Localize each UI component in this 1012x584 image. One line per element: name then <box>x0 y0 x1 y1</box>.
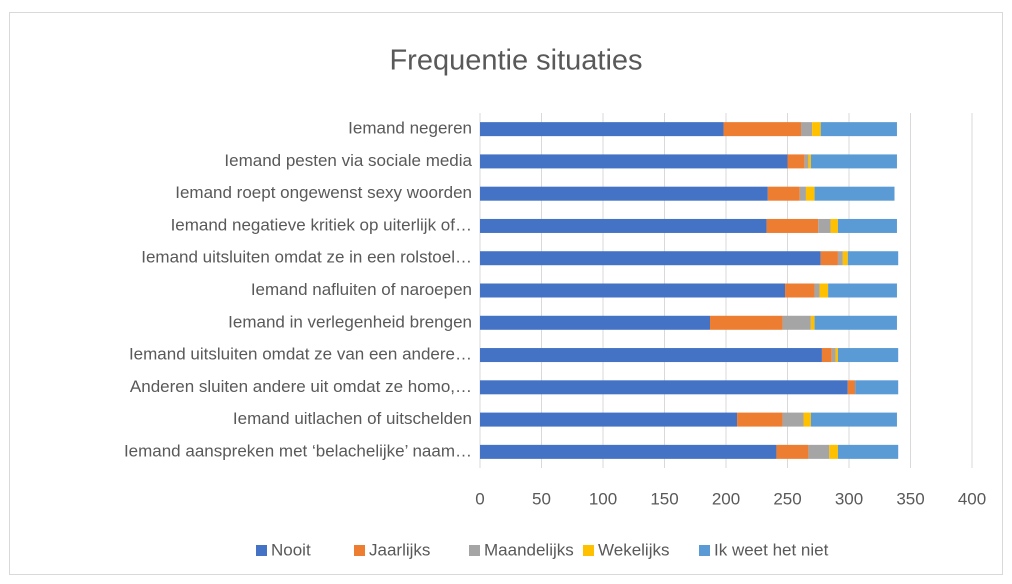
bar-segment <box>818 218 831 233</box>
y-tick-label: Iemand roept ongewenst sexy woorden <box>175 183 472 202</box>
bar-segment <box>787 154 805 169</box>
legend-swatch <box>469 545 480 556</box>
bar-segment <box>810 315 815 330</box>
bar-segment <box>837 348 899 363</box>
bar-segment <box>480 380 848 395</box>
legend-label: Maandelijks <box>484 540 574 559</box>
bar-segment <box>819 283 829 298</box>
y-tick-label: Anderen sluiten andere uit omdat ze homo… <box>130 377 472 396</box>
y-tick-label: Iemand uitlachen of uitschelden <box>233 409 472 428</box>
bar-segment <box>842 251 848 266</box>
x-tick-label: 100 <box>589 489 617 508</box>
bar-segment <box>830 218 838 233</box>
x-tick-label: 300 <box>835 489 863 508</box>
bar-segment <box>814 186 895 201</box>
bar-segment <box>782 315 811 330</box>
y-tick-label: Iemand uitsluiten omdat ze van een ander… <box>129 345 472 364</box>
bar-segment <box>801 122 813 137</box>
bar-segment <box>837 218 897 233</box>
bar-segment <box>804 154 809 169</box>
bar-segment <box>782 412 804 427</box>
bar-segment <box>480 154 788 169</box>
bar-segment <box>766 218 819 233</box>
legend-swatch <box>256 545 267 556</box>
bar-segment <box>737 412 783 427</box>
bar-segment <box>814 315 897 330</box>
x-tick-label: 0 <box>475 489 484 508</box>
bar-segment <box>480 348 822 363</box>
bar-segment <box>820 251 838 266</box>
legend-swatch <box>583 545 594 556</box>
bar-segment <box>767 186 800 201</box>
legend-label: Jaarlijks <box>369 540 430 559</box>
y-tick-label: Iemand negeren <box>348 119 472 138</box>
bar-segment <box>821 348 832 363</box>
bar-segment <box>810 412 897 427</box>
x-tick-label: 200 <box>712 489 740 508</box>
bar-segment <box>820 122 897 137</box>
bar-segment <box>831 348 836 363</box>
bar-segment <box>812 122 821 137</box>
x-tick-label: 250 <box>773 489 801 508</box>
y-tick-label: Iemand pesten via sociale media <box>224 151 472 170</box>
bar-segment <box>837 251 843 266</box>
y-tick-label: Iemand aanspreken met ‘belachelijke’ naa… <box>124 441 472 460</box>
legend-label: Wekelijks <box>598 540 669 559</box>
bar-segment <box>835 348 838 363</box>
bar-segment <box>799 186 806 201</box>
bar-segment <box>480 283 786 298</box>
bar-segment <box>808 444 830 459</box>
legend-label: Nooit <box>271 540 311 559</box>
x-tick-label: 150 <box>650 489 678 508</box>
bar-segment <box>723 122 802 137</box>
y-tick-label: Iemand negatieve kritiek op uiterlijk of… <box>171 215 472 234</box>
legend-swatch <box>699 545 710 556</box>
bar-segment <box>480 218 767 233</box>
bar-segment <box>803 412 811 427</box>
bar-segment <box>480 251 821 266</box>
bar-segment <box>837 444 899 459</box>
bar-segment <box>829 444 838 459</box>
bar-segment <box>480 122 724 137</box>
x-tick-label: 400 <box>958 489 986 508</box>
bar-segment <box>810 154 897 169</box>
x-tick-label: 50 <box>532 489 551 508</box>
bar-segment <box>480 412 738 427</box>
y-tick-label: Iemand in verlegenheid brengen <box>228 312 472 331</box>
legend-label: Ik weet het niet <box>714 540 829 559</box>
bar-segment <box>808 154 811 169</box>
bar-segment <box>805 186 815 201</box>
bar-segment <box>847 251 899 266</box>
chart-title: Frequentie situaties <box>389 45 642 77</box>
y-tick-label: Iemand uitsluiten omdat ze in een rolsto… <box>141 248 472 267</box>
bar-segment <box>814 283 820 298</box>
bar-segment <box>480 444 777 459</box>
y-tick-label: Iemand nafluiten of naroepen <box>251 280 472 299</box>
bar-segment <box>480 315 711 330</box>
bar-segment <box>828 283 897 298</box>
bar-segment <box>710 315 783 330</box>
bar-segment <box>855 380 899 395</box>
bar-segment <box>776 444 809 459</box>
bar-segment <box>480 186 768 201</box>
bar-segment <box>785 283 815 298</box>
bar-segment <box>847 380 856 395</box>
x-tick-label: 350 <box>896 489 924 508</box>
legend-swatch <box>354 545 365 556</box>
